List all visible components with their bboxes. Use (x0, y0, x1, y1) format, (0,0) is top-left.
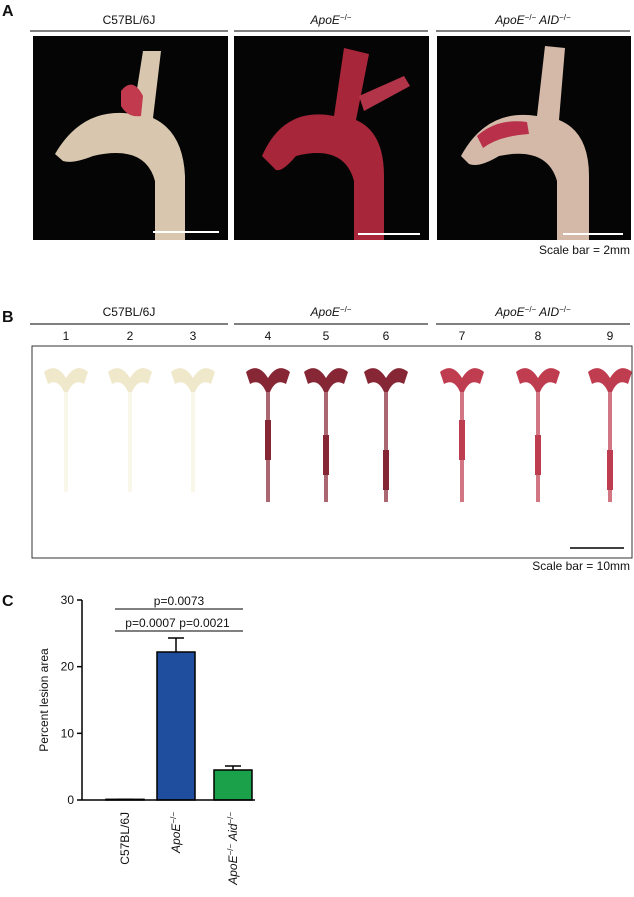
column-header: ApoE−/− (310, 13, 352, 28)
aorta-en-face (516, 368, 560, 502)
bar (213, 769, 253, 801)
aorta-en-face (588, 368, 632, 502)
label-part: AID (536, 13, 559, 27)
label-part: C57BL/6J (103, 305, 156, 319)
aorta-trunk (191, 392, 195, 492)
error-bar (225, 765, 241, 770)
lesion (323, 435, 329, 475)
y-tick-label: 10 (61, 726, 75, 740)
aorta-en-face (44, 368, 88, 492)
label-part: −/− (226, 843, 235, 855)
x-tick-label: ApoE−/− Aid−/− (226, 812, 241, 886)
sample-number: 6 (383, 329, 390, 343)
aorta-trunk (384, 392, 388, 502)
p-value: p=0.0073 (154, 594, 205, 608)
label-part: −/− (226, 812, 235, 824)
aorta (461, 46, 623, 240)
lesion (535, 435, 541, 475)
scale-bar-label: Scale bar = 10mm (532, 559, 630, 573)
y-axis-label: Percent lesion area (37, 648, 51, 752)
aorta-en-face (364, 368, 408, 502)
aorta-arch (588, 368, 632, 392)
p-value: p=0.0021 (179, 616, 230, 630)
aorta-arch (108, 368, 152, 392)
label-part: −/− (340, 305, 352, 314)
group-header: ApoE−/− AID−/− (494, 305, 571, 320)
label-part: ApoE (494, 305, 525, 319)
sample-number: 3 (190, 329, 197, 343)
aorta-en-face (440, 368, 484, 502)
sample-number: 7 (459, 329, 466, 343)
p-value: p=0.0007 (125, 616, 176, 630)
sample-number: 8 (535, 329, 542, 343)
aorta-arch (304, 368, 348, 392)
x-tick-label: ApoE−/− (169, 812, 184, 854)
photos (33, 36, 631, 240)
label-part: C57BL/6J (103, 13, 156, 27)
scale-bar-label: Scale bar = 2mm (539, 243, 630, 257)
sample-number: 2 (127, 329, 134, 343)
aorta-arch (516, 368, 560, 392)
panel-label: C (2, 593, 14, 610)
column-header: ApoE−/− AID−/− (494, 13, 571, 28)
aorta-en-face (246, 368, 290, 502)
aorta-en-face (171, 368, 215, 492)
label-part: ApoE (310, 305, 341, 319)
label-part: −/− (340, 13, 352, 22)
label-part: ApoE (169, 823, 183, 854)
label-part: −/− (525, 305, 537, 314)
aorta-arch (440, 368, 484, 392)
label-part: ApoE (226, 854, 240, 885)
aorta-trunk (608, 392, 612, 502)
label-part: C57BL/6J (118, 812, 132, 865)
label-part: Aid (226, 823, 240, 844)
group-header: C57BL/6J (103, 305, 156, 319)
label-part: −/− (169, 812, 178, 824)
group-header: ApoE−/− (310, 305, 352, 320)
lesion (459, 420, 465, 460)
label-part: −/− (559, 305, 571, 314)
lesion (383, 450, 389, 490)
aorta-en-face (304, 368, 348, 502)
label-part: AID (536, 305, 559, 319)
aorta-trunk (64, 392, 68, 492)
sample-number: 5 (323, 329, 330, 343)
label-part: −/− (525, 13, 537, 22)
panel-label: B (2, 309, 14, 326)
aorta-arch (171, 368, 215, 392)
panel-label: A (2, 3, 14, 20)
label-part: ApoE (494, 13, 525, 27)
aorta-arch (246, 368, 290, 392)
label-part: −/− (559, 13, 571, 22)
error-bar (168, 637, 184, 652)
sample-number: 9 (607, 329, 614, 343)
lesion (607, 450, 613, 490)
x-tick-label: C57BL/6J (118, 812, 132, 865)
bar (156, 651, 196, 801)
aorta-arch (44, 368, 88, 392)
sample-number: 4 (265, 329, 272, 343)
y-tick-label: 20 (61, 660, 75, 674)
y-tick-label: 30 (61, 593, 75, 607)
label-part: ApoE (310, 13, 341, 27)
aorta-arch (364, 368, 408, 392)
sample-number: 1 (63, 329, 70, 343)
aorta (55, 51, 219, 240)
aorta (262, 48, 420, 240)
aorta-en-face (108, 368, 152, 492)
lesion (265, 420, 271, 460)
column-header: C57BL/6J (103, 13, 156, 27)
aorta-trunk (128, 392, 132, 492)
y-tick-label: 0 (67, 793, 74, 807)
